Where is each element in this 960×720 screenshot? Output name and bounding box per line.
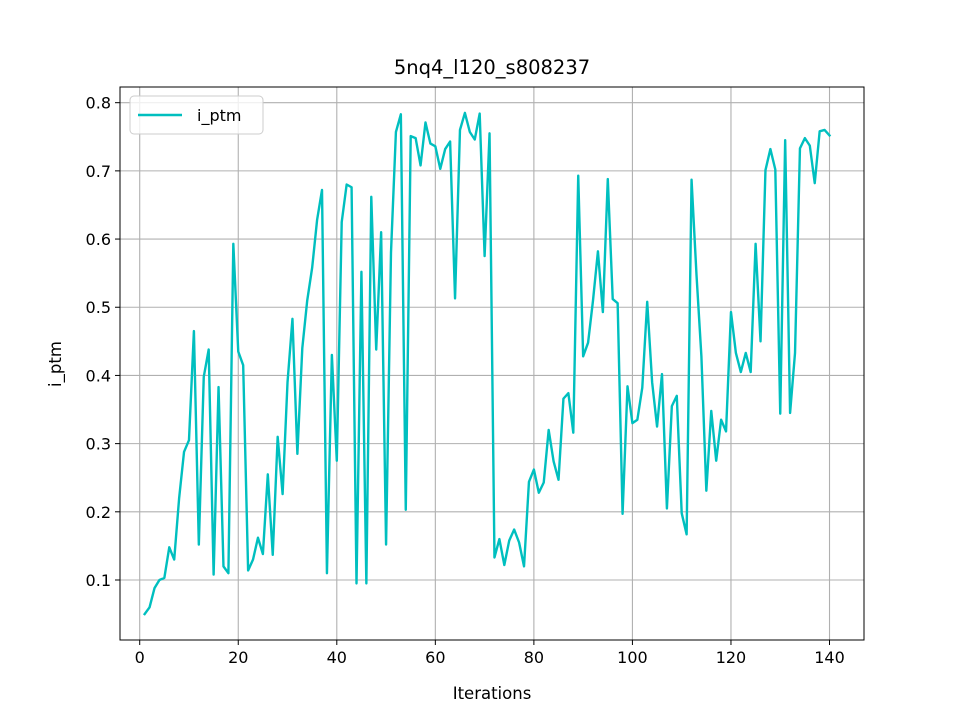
legend: i_ptm <box>129 95 264 135</box>
x-tick-label: 80 <box>524 648 544 667</box>
x-tick-label: 120 <box>716 648 747 667</box>
y-axis-ticks: 0.1 0.2 0.3 0.4 0.5 0.6 0.7 0.8 <box>86 94 120 590</box>
y-tick-label: 0.1 <box>86 571 111 590</box>
y-tick-label: 0.8 <box>86 94 111 113</box>
x-axis-ticks: 0 20 40 60 80 100 120 140 <box>135 640 845 667</box>
y-tick-label: 0.7 <box>86 162 111 181</box>
x-tick-label: 100 <box>617 648 648 667</box>
x-tick-label: 60 <box>425 648 445 667</box>
x-tick-label: 40 <box>327 648 347 667</box>
y-tick-label: 0.6 <box>86 230 111 249</box>
y-axis-label: i_ptm <box>46 341 66 387</box>
legend-box <box>129 95 264 135</box>
x-tick-label: 20 <box>228 648 248 667</box>
x-axis-label: Iterations <box>453 684 532 703</box>
chart-title: 5nq4_l120_s808237 <box>394 56 590 79</box>
x-tick-label: 140 <box>814 648 845 667</box>
y-tick-label: 0.4 <box>86 366 111 385</box>
y-tick-label: 0.5 <box>86 298 111 317</box>
plot-frame <box>119 86 865 641</box>
y-tick-label: 0.2 <box>86 503 111 522</box>
series-line-i-ptm <box>142 111 832 616</box>
legend-label-i-ptm: i_ptm <box>197 106 241 126</box>
y-tick-label: 0.3 <box>86 435 111 454</box>
series-layer <box>142 111 832 616</box>
x-tick-label: 0 <box>135 648 145 667</box>
